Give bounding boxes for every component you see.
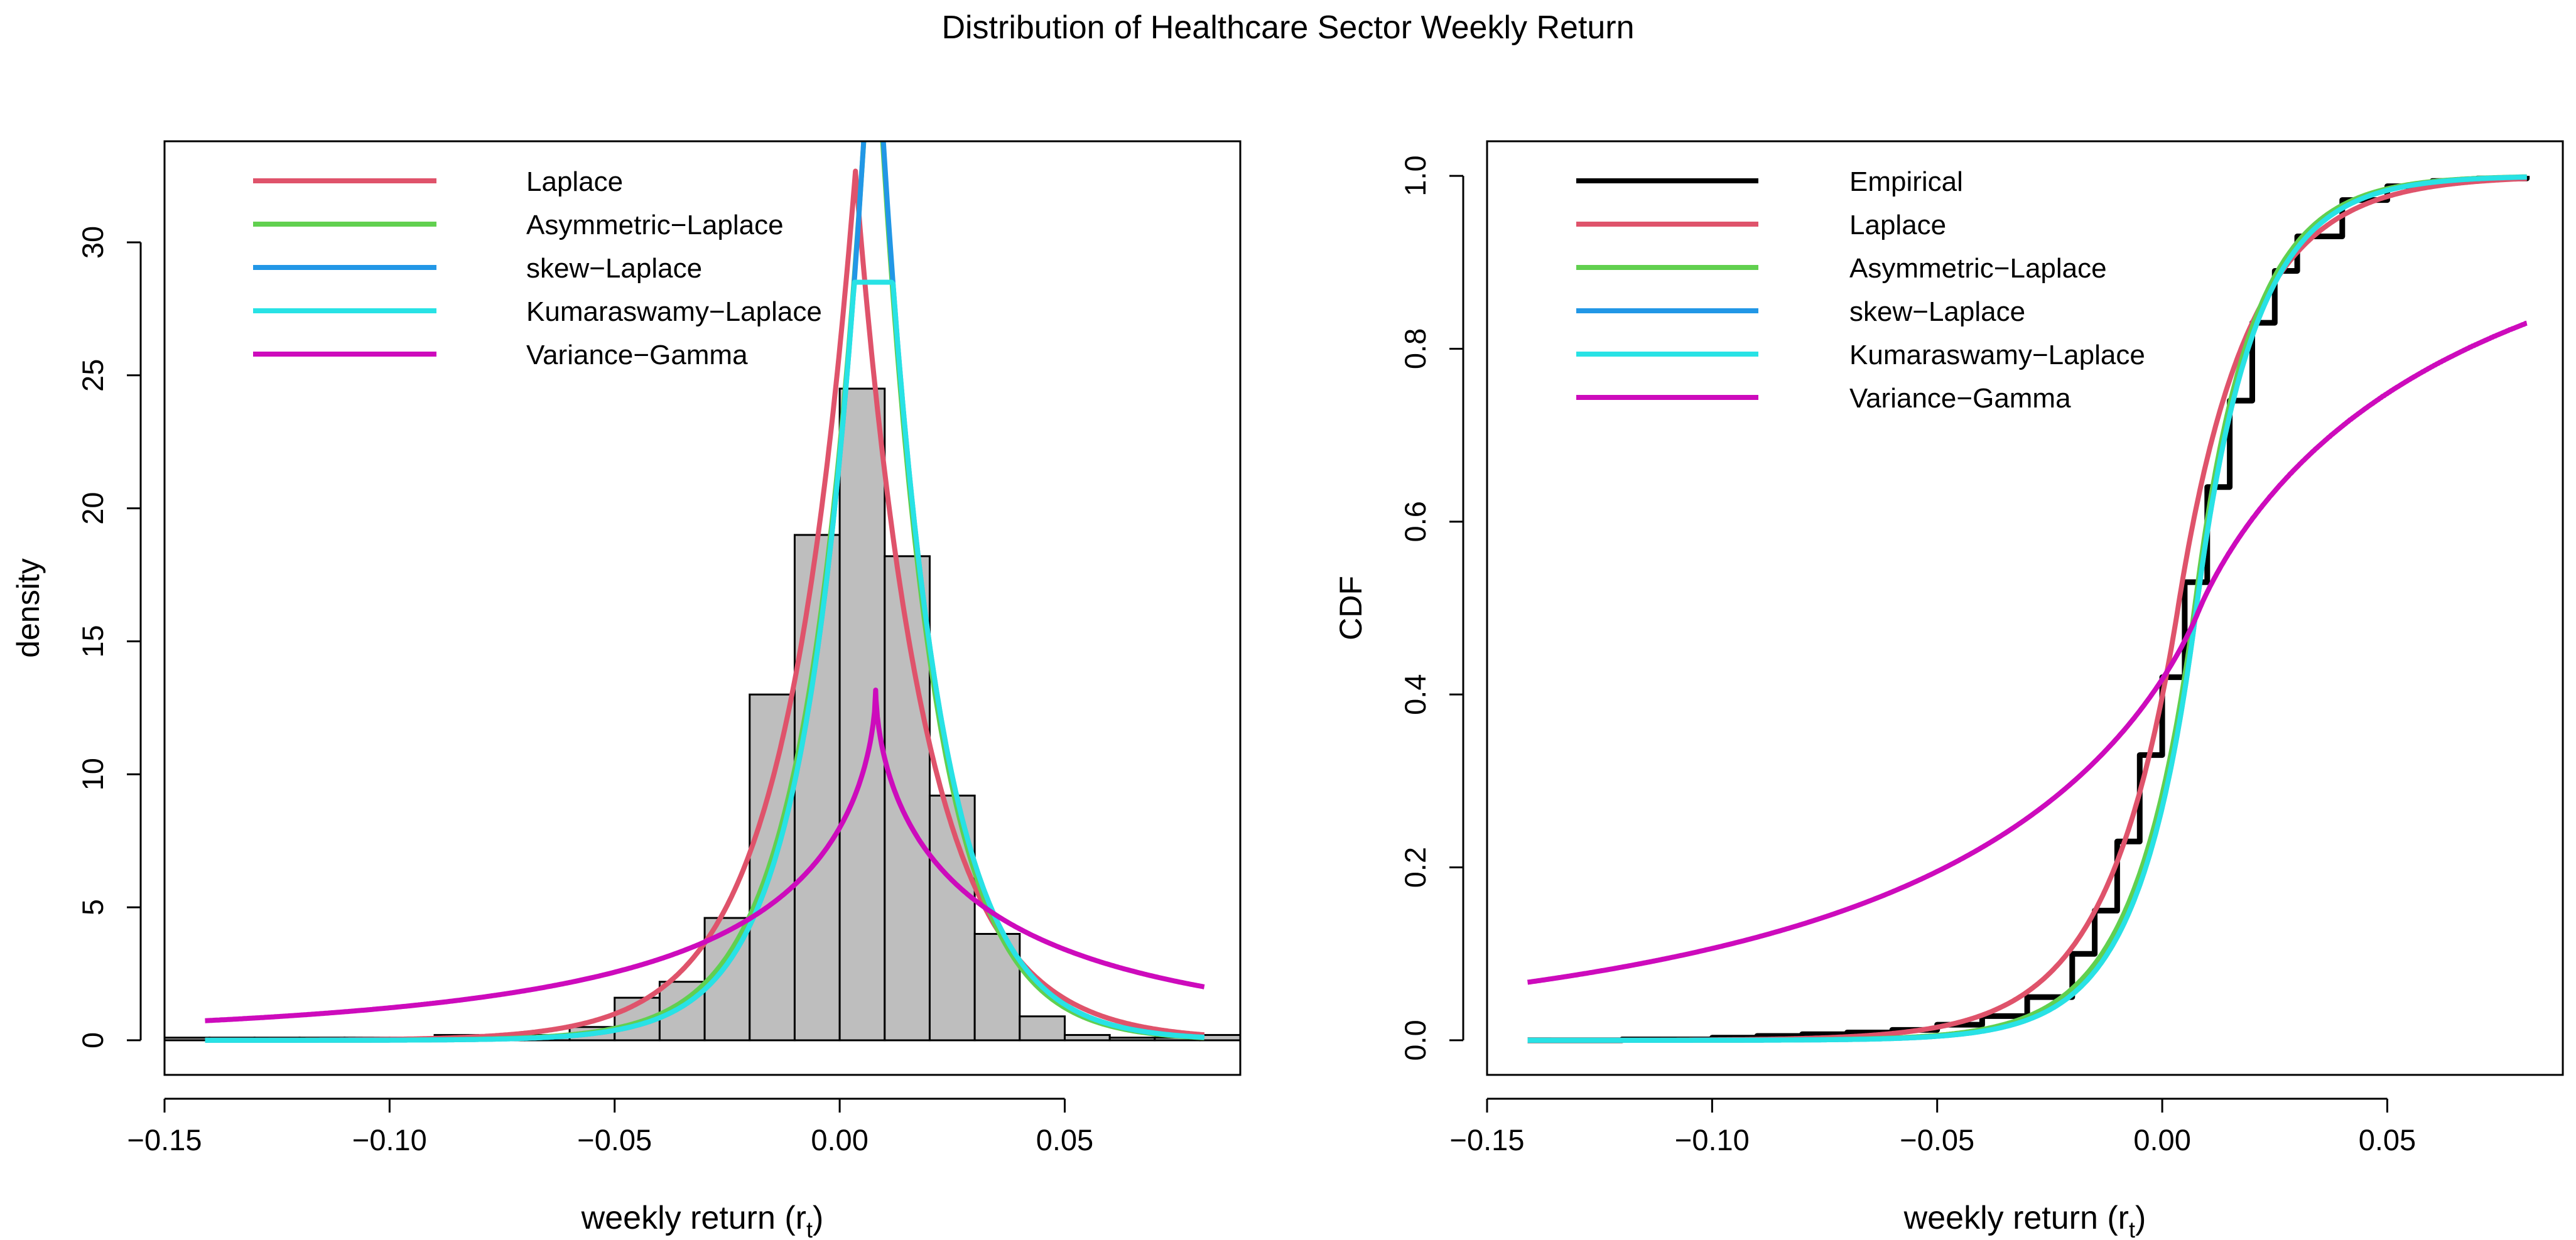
series-line-asymmetric-laplace — [203, 141, 1206, 1043]
legend-item-empirical: Empirical — [1576, 166, 1963, 197]
legend-item-kumaraswamy-laplace: Kumaraswamy−Laplace — [253, 296, 822, 327]
histogram-bar — [793, 534, 841, 1042]
series-lines — [1526, 174, 2530, 1043]
x-axis: −0.15 −0.10 −0.05 0.00 0.05 weekly return (rt… — [1450, 1097, 2416, 1240]
y-tick-label: 15 — [76, 625, 109, 657]
legend-label: Kumaraswamy−Laplace — [526, 296, 822, 327]
x-tick-label: −0.05 — [577, 1123, 652, 1156]
x-axis-label: weekly return (rt) — [581, 1200, 824, 1240]
y-tick-label: 0.0 — [1399, 1020, 1432, 1060]
y-tick-label: 1.0 — [1399, 155, 1432, 196]
legend-item-skew-laplace: skew−Laplace — [253, 253, 702, 284]
density-panel: −0.15 −0.10 −0.05 0.00 0.05 weekly return (rt… — [11, 140, 1242, 1240]
series-line-skew-laplace — [1526, 175, 2528, 1043]
series-lines — [203, 141, 1206, 1043]
legend-item-variance-gamma: Variance−Gamma — [253, 340, 748, 370]
series-line-empirical — [1527, 175, 2530, 1043]
legend-label: Variance−Gamma — [526, 340, 748, 370]
y-tick-label: 0.2 — [1399, 847, 1432, 888]
plot-frame — [163, 140, 1242, 1076]
y-tick-label: 0.4 — [1399, 674, 1432, 715]
x-tick-label: −0.10 — [1675, 1123, 1750, 1156]
histogram-bar — [165, 1037, 211, 1042]
legend: Empirical Laplace Asymmetric−Laplace skew−L… — [1576, 166, 2145, 414]
figure-title: Distribution of Healthcare Sector Weekly… — [941, 9, 1635, 46]
legend-label: skew−Laplace — [526, 253, 702, 284]
series-line-variance-gamma — [1526, 320, 2528, 985]
series-line-laplace — [1526, 176, 2528, 1043]
legend-item-asymmetric-laplace: Asymmetric−Laplace — [1576, 253, 2107, 284]
legend-label: Empirical — [1849, 166, 1963, 197]
legend-item-laplace: Laplace — [1576, 210, 1946, 240]
y-tick-label: 0 — [76, 1032, 109, 1049]
series-line-asymmetric-laplace — [1526, 174, 2528, 1043]
x-tick-label: −0.15 — [1450, 1123, 1525, 1156]
legend-label: Laplace — [1849, 210, 1946, 240]
x-axis-label: weekly return (rt) — [1903, 1200, 2146, 1240]
y-tick-label: 10 — [76, 758, 109, 790]
series-line-skew-laplace — [203, 141, 1206, 1043]
plot-frame — [1486, 140, 2564, 1076]
y-tick-label: 25 — [76, 359, 109, 392]
x-tick-label: −0.05 — [1900, 1123, 1974, 1156]
y-tick-label: 20 — [76, 492, 109, 524]
legend-label: skew−Laplace — [1849, 296, 2025, 327]
x-tick-label: 0.00 — [811, 1123, 868, 1156]
histogram-bar — [1019, 1015, 1066, 1042]
legend-label: Variance−Gamma — [1849, 383, 2071, 414]
series-line-kumaraswamy-laplace — [1526, 175, 2528, 1043]
legend: Laplace Asymmetric−Laplace skew−Laplace Kum… — [253, 166, 822, 370]
x-tick-label: −0.15 — [127, 1123, 202, 1156]
y-tick-label: 30 — [76, 226, 109, 259]
legend-item-skew-laplace: skew−Laplace — [1576, 296, 2025, 327]
x-tick-label: 0.00 — [2133, 1123, 2190, 1156]
y-tick-label: 0.6 — [1399, 501, 1432, 542]
y-axis-label: CDF — [1333, 576, 1368, 640]
legend-label: Kumaraswamy−Laplace — [1849, 340, 2145, 370]
y-tick-label: 0.8 — [1399, 328, 1432, 369]
y-axis: 0.0 0.2 0.4 0.6 0.8 1.0 CDF — [1333, 155, 1464, 1061]
y-tick-label: 5 — [76, 899, 109, 915]
x-tick-label: 0.05 — [2359, 1123, 2416, 1156]
legend-item-variance-gamma: Variance−Gamma — [1576, 383, 2071, 414]
cdf-panel: −0.15 −0.10 −0.05 0.00 0.05 weekly return (rt… — [1333, 140, 2564, 1240]
histogram-bar — [1198, 1033, 1240, 1042]
legend-label: Laplace — [526, 166, 623, 197]
series-line-variance-gamma — [203, 687, 1206, 1023]
y-axis: 0 5 10 15 20 25 30 density — [11, 226, 142, 1049]
histogram-bar — [1063, 1033, 1111, 1042]
legend-label: Asymmetric−Laplace — [526, 210, 784, 240]
x-tick-label: −0.10 — [352, 1123, 427, 1156]
histogram-bars — [165, 387, 1240, 1042]
y-axis-label: density — [11, 558, 46, 657]
series-line-kumaraswamy-laplace — [203, 279, 1206, 1043]
legend-item-asymmetric-laplace: Asymmetric−Laplace — [253, 210, 784, 240]
x-tick-label: 0.05 — [1036, 1123, 1093, 1156]
histogram-bar — [165, 1037, 166, 1042]
legend-label: Asymmetric−Laplace — [1849, 253, 2107, 284]
legend-item-kumaraswamy-laplace: Kumaraswamy−Laplace — [1576, 340, 2145, 370]
histogram-bar — [1108, 1037, 1156, 1042]
x-axis: −0.15 −0.10 −0.05 0.00 0.05 weekly return (rt… — [127, 1097, 1093, 1240]
legend-item-laplace: Laplace — [253, 166, 623, 197]
